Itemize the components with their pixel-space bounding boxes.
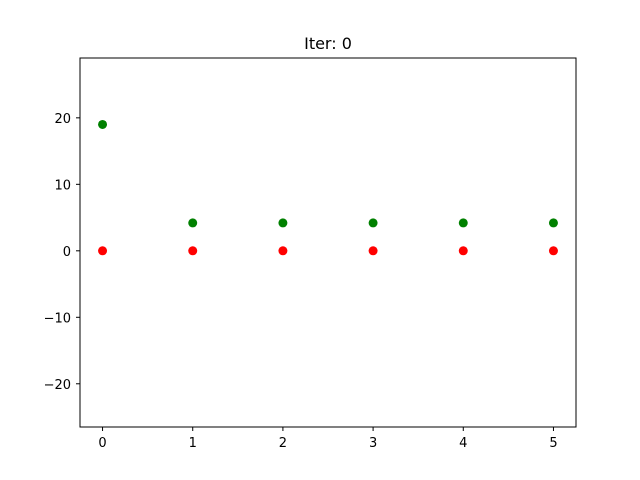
data-point	[458, 246, 468, 256]
x-tick-label: 1	[189, 436, 197, 451]
y-tick-label: 20	[54, 112, 71, 127]
x-tick-label: 5	[549, 436, 557, 451]
x-axis: 0 1 2 3 4 5	[98, 427, 558, 451]
data-point	[188, 218, 198, 228]
data-point	[368, 246, 378, 256]
series-layer	[98, 119, 558, 256]
x-tick-label: 4	[459, 436, 467, 451]
axes-frame	[79, 57, 577, 428]
data-point	[368, 218, 378, 228]
data-point	[188, 246, 198, 256]
x-tick-label: 0	[98, 436, 106, 451]
data-point	[98, 246, 108, 256]
data-point	[98, 119, 108, 129]
data-point	[458, 218, 468, 228]
data-point	[548, 218, 558, 228]
y-tick-label: 0	[63, 245, 71, 260]
series-0	[98, 119, 558, 228]
data-point	[548, 246, 558, 256]
y-axis: −20 −10 0 10 20	[44, 112, 80, 393]
y-tick-label: 10	[54, 178, 71, 193]
x-tick-label: 3	[369, 436, 377, 451]
x-tick-label: 2	[279, 436, 287, 451]
y-tick-label: −20	[44, 378, 71, 393]
data-point	[278, 218, 288, 228]
series-1	[98, 246, 558, 256]
chart-title: Iter: 0	[304, 34, 352, 53]
data-point	[278, 246, 288, 256]
y-tick-label: −10	[44, 311, 71, 326]
